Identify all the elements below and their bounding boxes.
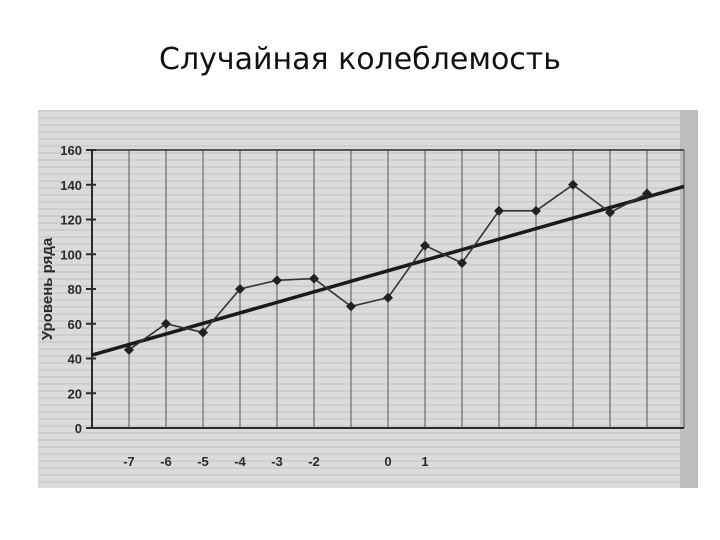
y-tick-label: 0 (75, 421, 82, 436)
y-tick-label: 160 (60, 143, 82, 158)
y-tick-label: 140 (60, 178, 82, 193)
x-tick-label: -5 (197, 454, 209, 469)
data-point (531, 205, 541, 216)
x-tick-label: -7 (123, 454, 135, 469)
y-tick-label: 120 (60, 213, 82, 228)
y-tick-label: 60 (68, 317, 82, 332)
data-point (346, 301, 356, 312)
y-tick-label: 20 (68, 386, 82, 401)
slide-title: Случайная колеблемость (159, 42, 561, 77)
x-tick-label: 0 (384, 454, 391, 469)
data-point (383, 292, 393, 303)
data-point (494, 205, 504, 216)
y-tick-label: 40 (68, 352, 82, 367)
data-point (420, 240, 430, 251)
y-tick-label: 100 (60, 247, 82, 262)
scanned-chart-background (38, 110, 698, 488)
data-point (161, 318, 171, 329)
y-axis-label: Уровень ряда (39, 237, 56, 340)
data-point (309, 273, 319, 284)
data-point (124, 344, 134, 355)
x-tick-label: 1 (421, 454, 428, 469)
x-tick-label: -6 (160, 454, 172, 469)
x-tick-label: -2 (308, 454, 320, 469)
data-point (605, 207, 615, 218)
data-point (235, 284, 245, 294)
data-point (457, 257, 467, 268)
data-point (642, 188, 652, 199)
x-tick-label: -4 (234, 454, 246, 469)
data-point (568, 179, 578, 190)
x-tick-label: -3 (271, 454, 283, 469)
data-point (272, 275, 282, 286)
data-point (198, 327, 208, 338)
y-tick-label: 80 (68, 282, 82, 297)
trend-line (91, 184, 685, 357)
